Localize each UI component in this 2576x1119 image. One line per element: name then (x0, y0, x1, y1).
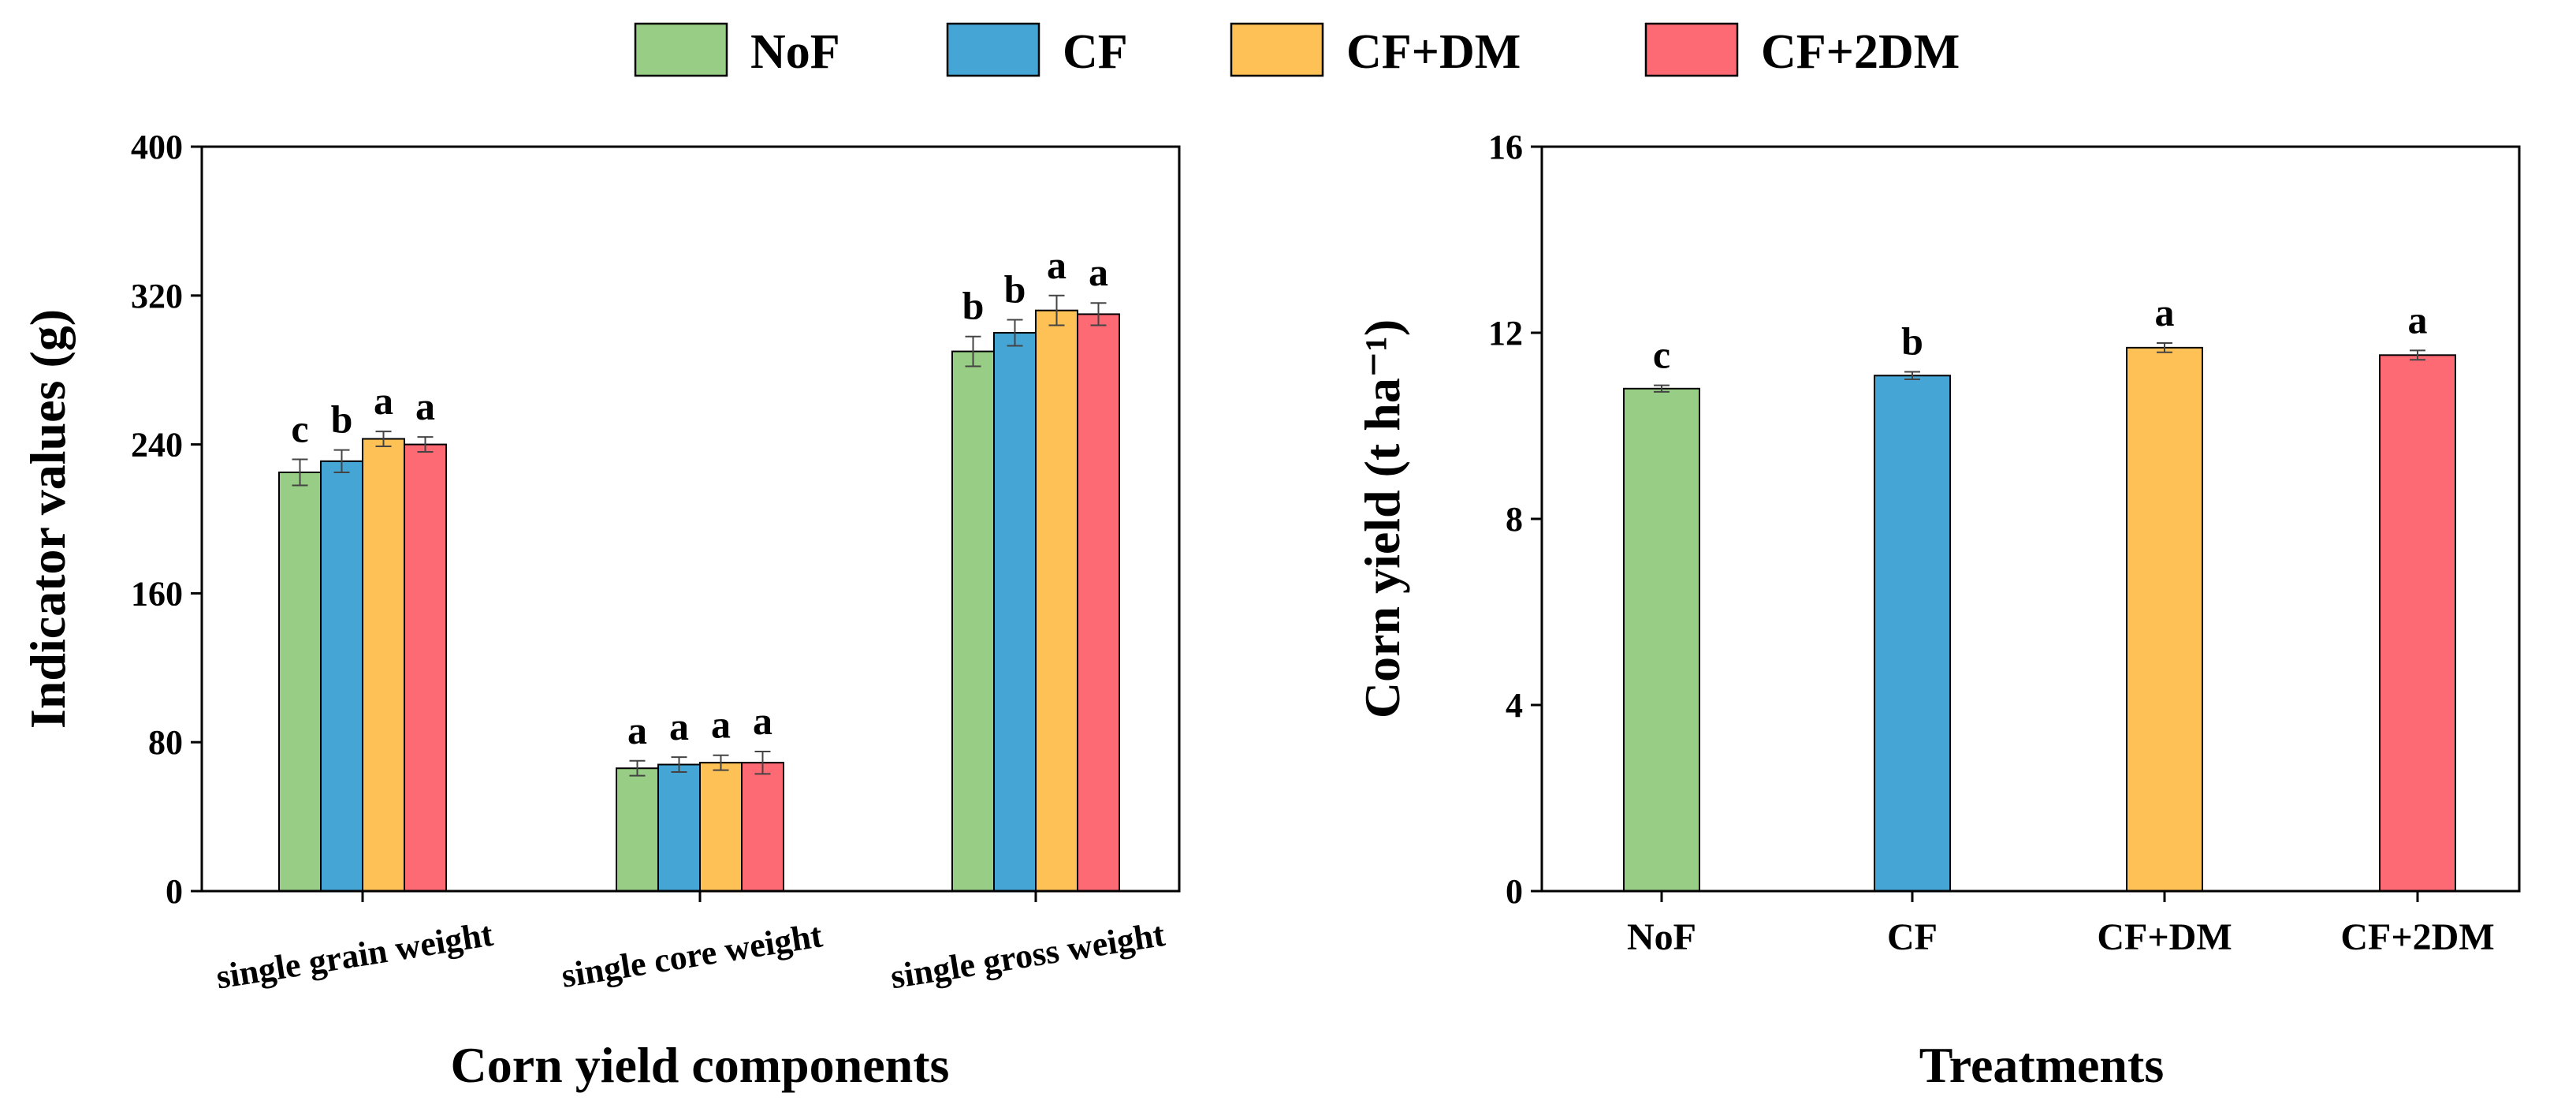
right-significance-letter: c (1653, 333, 1670, 377)
right-y-tick-label: 12 (1488, 314, 1523, 352)
left-y-tick-label: 400 (131, 128, 183, 166)
right-significance-letter: a (2408, 297, 2428, 341)
right-y-tick-label: 8 (1506, 500, 1523, 539)
right-bar-3 (2379, 354, 2456, 892)
right-chart-marks: 0 4 8 12 16 c NoF b CF a CF+DM a CF+2DM (1488, 128, 2495, 958)
left-x-axis-title: Corn yield components (451, 1037, 950, 1093)
left-bar-CF+DM-1 (699, 762, 743, 892)
right-significance-letter: a (2155, 290, 2175, 334)
legend-swatch-2 (1230, 22, 1324, 77)
left-significance-letter: a (415, 384, 435, 428)
left-significance-letter: a (753, 699, 772, 743)
left-bar-CF-1 (657, 763, 701, 893)
right-x-axis-title: Treatments (1919, 1037, 2164, 1093)
left-y-axis-title: Indicator values (g) (20, 309, 76, 729)
right-y-tick-label: 16 (1488, 128, 1523, 166)
left-bar-CF+2DM-0 (404, 443, 447, 892)
right-x-tick-label: NoF (1627, 916, 1696, 958)
legend-label-0: NoF (750, 25, 840, 79)
left-bar-NoF-1 (616, 767, 659, 892)
left-y-tick-label: 0 (166, 872, 183, 911)
left-y-tick-label: 80 (148, 723, 183, 762)
right-x-tick-label: CF+2DM (2340, 916, 2494, 958)
left-y-tick-label: 160 (131, 574, 183, 613)
left-y-tick-label: 320 (131, 277, 183, 315)
legend-label-2: CF+DM (1346, 25, 1521, 79)
left-bar-NoF-0 (278, 472, 322, 892)
left-significance-letter: a (1047, 243, 1067, 287)
right-y-tick-label: 0 (1506, 872, 1523, 911)
left-bar-CF-2 (993, 332, 1037, 892)
left-significance-letter: a (374, 379, 393, 423)
right-bar-2 (2126, 346, 2203, 892)
left-significance-letter: a (711, 703, 731, 747)
right-bar-0 (1623, 387, 1700, 892)
left-bar-NoF-2 (951, 350, 995, 893)
left-significance-letter: a (627, 708, 647, 752)
right-y-tick-label: 4 (1506, 686, 1523, 725)
left-bar-CF+2DM-2 (1077, 313, 1120, 892)
right-bar-1 (1874, 375, 1951, 892)
right-x-tick-label: CF (1887, 916, 1938, 958)
right-x-tick-label: CF+DM (2097, 916, 2232, 958)
left-y-tick-label: 240 (131, 426, 183, 464)
left-significance-letter: a (1089, 250, 1108, 294)
left-significance-letter: c (291, 406, 308, 450)
left-plot-frame (200, 145, 1181, 893)
legend: NoF CF CF+DM CF+2DM (634, 22, 1960, 79)
left-significance-letter: b (962, 284, 985, 328)
left-bar-CF+DM-2 (1035, 309, 1078, 892)
legend-swatch-0 (634, 22, 728, 77)
left-bar-CF+DM-0 (362, 438, 405, 892)
left-x-tick-label: single grain weight (214, 915, 496, 997)
right-significance-letter: b (1901, 319, 1923, 364)
left-significance-letter: a (669, 704, 689, 748)
left-x-tick-label: single core weight (559, 916, 825, 995)
legend-swatch-1 (946, 22, 1040, 77)
left-significance-letter: b (331, 397, 353, 442)
left-bar-CF-0 (320, 460, 363, 892)
left-significance-letter: b (1004, 267, 1026, 311)
left-bar-CF+2DM-1 (741, 762, 784, 892)
right-plot-frame (1540, 145, 2521, 893)
legend-label-3: CF+2DM (1761, 25, 1960, 79)
right-y-axis-title: Corn yield (t ha⁻¹) (1354, 319, 1410, 718)
legend-label-1: CF (1063, 25, 1128, 79)
legend-swatch-3 (1644, 22, 1739, 77)
chart-corn-yield: 0 4 8 12 16 c NoF b CF a CF+DM a CF+2DM Corn yield (… (1354, 128, 2521, 1093)
left-x-tick-label: single gross weight (888, 915, 1167, 996)
